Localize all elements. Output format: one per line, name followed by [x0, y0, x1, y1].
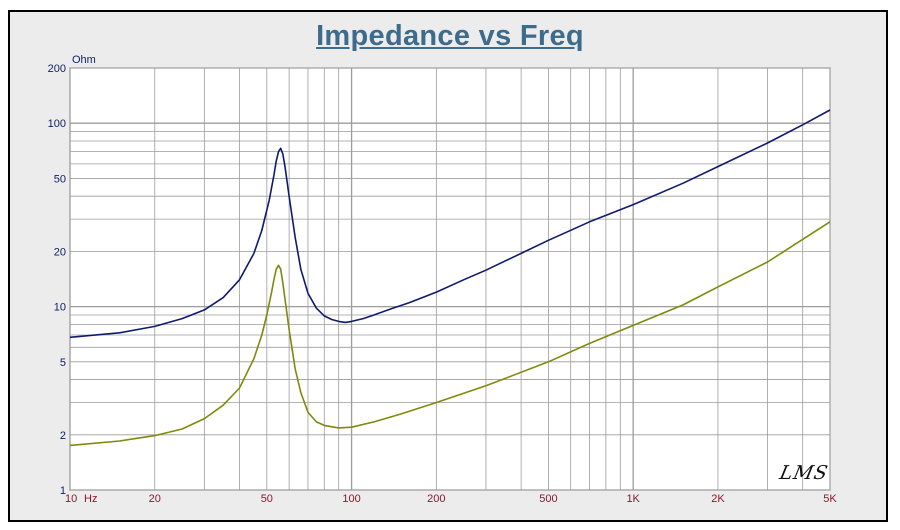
x-tick-label: 1K: [626, 493, 640, 505]
x-tick-label: 200: [427, 493, 445, 505]
y-tick-label: 50: [54, 173, 66, 185]
x-tick-label: 20: [149, 493, 161, 505]
series-layer: [69, 109, 831, 447]
x-tick-label: 5K: [823, 493, 837, 505]
x-tick-label: 500: [539, 493, 557, 505]
grid-major: [69, 68, 830, 491]
tick-labels: 1 2 5 10 20 50 100 200 10 20 50 100 200 500 1K 2K 5K: [48, 63, 838, 505]
y-tick-label: 10: [54, 302, 66, 314]
lms-watermark: LMS: [777, 462, 831, 484]
y-tick-label: 20: [54, 246, 66, 258]
x-tick-label: 2K: [711, 493, 725, 505]
x-tick-label: 50: [261, 493, 273, 505]
y-tick-label: 2: [60, 430, 66, 442]
series-line-1: [69, 109, 831, 339]
x-tick-label: 100: [342, 493, 360, 505]
y-tick-label: 200: [48, 63, 66, 75]
x-axis-unit-label: Hz: [84, 493, 97, 505]
y-tick-label: 100: [48, 118, 66, 130]
grid-minor: [70, 67, 831, 490]
y-axis-unit-label: Ohm: [72, 54, 96, 66]
y-tick-label: 1: [60, 485, 66, 497]
series-line-2: [69, 221, 831, 447]
y-tick-label: 5: [60, 357, 66, 369]
chart-title: Impedance vs Freq: [316, 20, 584, 52]
x-tick-label: 10: [65, 493, 77, 505]
